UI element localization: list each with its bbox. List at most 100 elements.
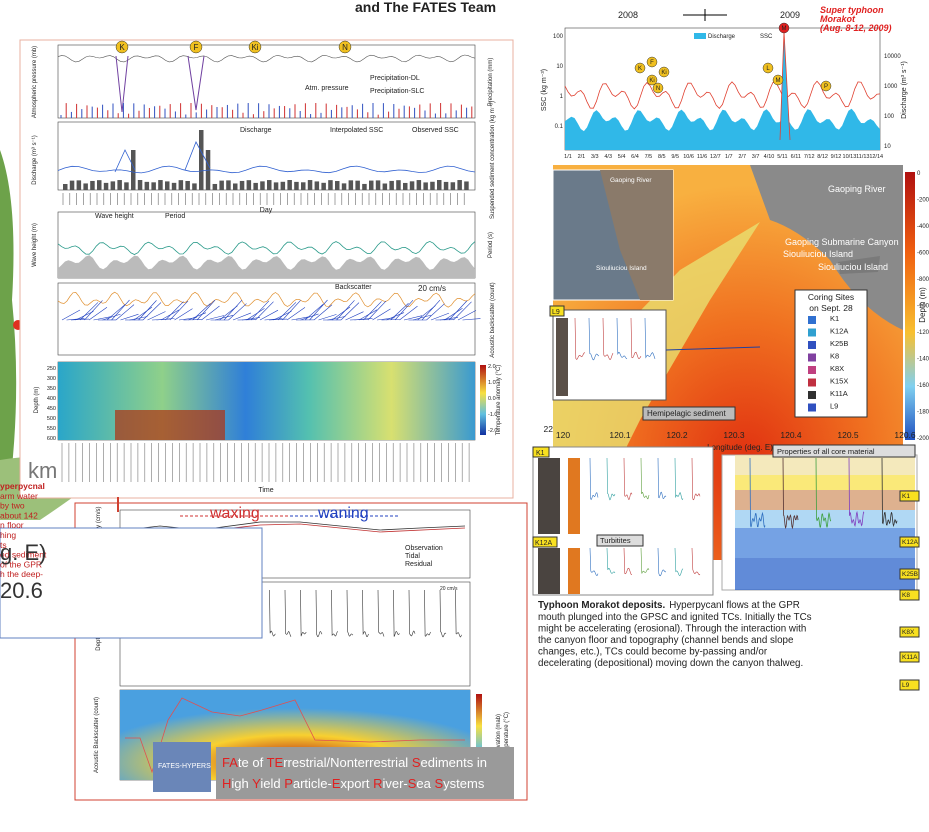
label: Gaoping River (828, 184, 886, 194)
discharge-bar (83, 183, 88, 190)
footer-segment: te of (238, 755, 267, 770)
label: 12/14 (869, 154, 883, 160)
label: 12/7 (710, 154, 721, 160)
label: K11A (902, 654, 918, 661)
label: 8/12 (817, 154, 828, 160)
label: Interpolated SSC (330, 127, 383, 134)
discharge-bar (376, 180, 381, 190)
discharge-bar (430, 182, 435, 190)
label: arm water (0, 491, 38, 501)
label: K15X (830, 377, 848, 386)
footer-segment: S (434, 776, 443, 791)
discharge-bar (70, 181, 75, 190)
label: L9 (830, 402, 838, 411)
label: hing (0, 530, 16, 540)
label: 11/13 (856, 154, 869, 160)
label: Period (s) (488, 232, 494, 258)
footer-segment: ea (416, 776, 434, 791)
label: Backscatter (335, 284, 372, 291)
label: 2.0 (488, 364, 496, 370)
discharge-bar (253, 183, 258, 190)
core-inset (553, 310, 666, 400)
ssc-line (565, 81, 880, 109)
discharge-bar (417, 180, 422, 190)
label: Ki (251, 43, 258, 52)
label: Ki (649, 78, 654, 84)
label: mouth plunged into the GPSC and ignited … (538, 612, 812, 623)
grain-strip (568, 458, 580, 534)
discharge-area (565, 109, 880, 150)
label: -600 (917, 251, 929, 257)
label: 120.2 (666, 430, 688, 440)
discharge-bar (369, 181, 374, 190)
discharge-bar (124, 182, 129, 190)
discharge-bar (97, 180, 102, 190)
discharge-bar (274, 182, 279, 190)
discharge-bar (281, 182, 286, 190)
label: Suspended sediment concentration (kg m⁻³… (490, 101, 496, 219)
label: K8 (902, 592, 910, 599)
label: by two (0, 501, 25, 511)
discharge-bar (145, 182, 150, 190)
discharge-bar (192, 183, 197, 190)
core-image (556, 318, 568, 396)
label: 0.0 (488, 396, 496, 402)
label: 6/11 (791, 154, 801, 160)
label: 2/7 (738, 154, 746, 160)
site-icon (808, 329, 816, 337)
label: SSC (760, 34, 773, 40)
label: 100 (884, 114, 895, 120)
label: Day (260, 207, 273, 214)
footer-segment: E (332, 776, 341, 791)
label: 120.5 (837, 430, 859, 440)
label: 2008 (618, 10, 638, 20)
discharge-bar (457, 180, 462, 190)
discharge-bar (158, 180, 163, 190)
label: Gaoping River (610, 177, 652, 184)
site-icon (808, 404, 816, 412)
label: 5/11 (777, 154, 787, 160)
discharge-bar (247, 180, 252, 190)
discharge-bar (260, 181, 265, 190)
footer-segment: FA (222, 755, 238, 770)
label: Gaoping Submarine Canyon (785, 237, 899, 247)
footer-segment: article- (293, 776, 332, 791)
depth-band (735, 558, 915, 590)
discharge-bar (355, 181, 360, 190)
label: N (656, 86, 660, 92)
label: Hemipelagic sediment (647, 409, 726, 418)
footer-segment: iver- (382, 776, 407, 791)
label: 2009 (780, 10, 800, 20)
label: -200 (917, 198, 929, 204)
discharge-bar (179, 180, 184, 190)
label: n floor (0, 520, 24, 530)
label: km (28, 458, 57, 483)
logo-text: FATES-HYPERS (158, 763, 211, 770)
label: 350 (47, 386, 56, 392)
label: 120.3 (723, 430, 745, 440)
label: about 142 (0, 510, 38, 520)
label: 11/6 (697, 154, 707, 160)
footer-segment: ediments in (420, 755, 486, 770)
label: 120.6 (894, 430, 916, 440)
footer-line: High Yield Particle-Export River-Sea Sys… (222, 776, 485, 791)
label: K12A (830, 327, 848, 336)
footer-segment: xport (341, 776, 374, 791)
label: K1 (536, 450, 545, 457)
arrow (683, 9, 727, 21)
label: 3/7 (752, 154, 760, 160)
label: 500 (47, 416, 56, 422)
label: 8/5 (658, 154, 666, 160)
label: 250 (47, 366, 56, 372)
label: -800 (917, 277, 929, 283)
discharge-bar (444, 182, 449, 190)
core-image (538, 458, 560, 534)
label: 7/12 (804, 154, 815, 160)
footer-segment: P (284, 776, 293, 791)
label: 550 (47, 426, 56, 432)
footer-segment: igh (231, 776, 252, 791)
discharge-bar (423, 182, 428, 190)
label: K8X (902, 629, 915, 636)
label: 10000 (884, 54, 901, 60)
core-image (538, 548, 560, 594)
